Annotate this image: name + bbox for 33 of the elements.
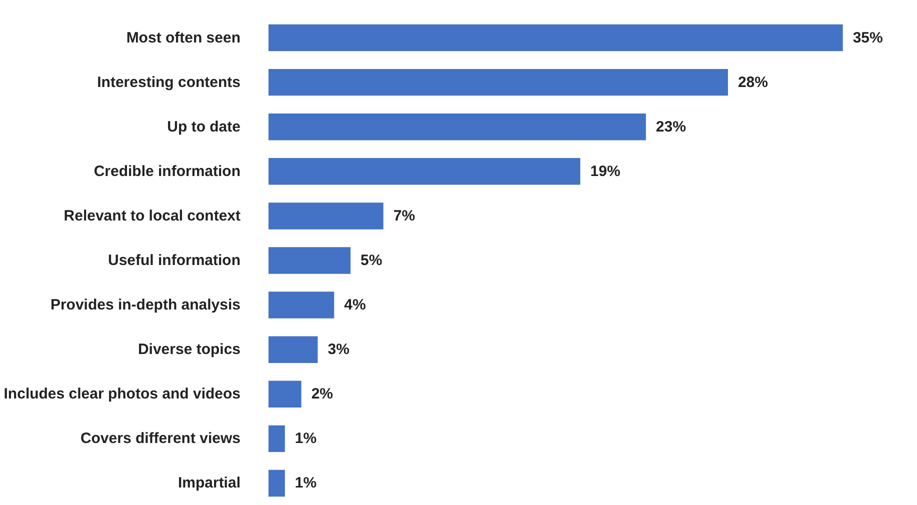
data-label: 2% (311, 386, 334, 403)
bar (268, 24, 843, 52)
y-tick-label: Relevant to local context (64, 207, 241, 224)
bar (268, 470, 285, 497)
bar (268, 158, 580, 185)
bar (268, 202, 384, 230)
bar (268, 247, 351, 274)
y-tick-label: Includes clear photos and videos (4, 386, 241, 403)
y-tick-label: Interesting contents (97, 74, 241, 91)
data-label: 1% (294, 474, 317, 492)
data-label: 23% (656, 118, 686, 136)
y-tick-label: Impartial (178, 474, 241, 492)
bar (268, 68, 728, 96)
y-tick-label: Diverse topics (138, 341, 240, 358)
bar (268, 292, 334, 318)
bar (268, 425, 285, 452)
y-tick-label: Up to date (167, 118, 241, 136)
y-tick-label: Most often seen (126, 29, 241, 46)
data-label: 1% (294, 430, 317, 448)
y-tick-label: Covers different views (80, 430, 241, 448)
data-label: 7% (393, 207, 416, 224)
data-label: 4% (344, 296, 366, 314)
data-label: 3% (328, 341, 350, 358)
y-tick-label: Useful information (108, 252, 241, 269)
data-label: 19% (590, 162, 620, 180)
bar (268, 380, 302, 408)
bar (268, 336, 318, 363)
data-label: 5% (360, 252, 382, 269)
bar (268, 114, 646, 140)
data-label: 28% (738, 74, 768, 91)
y-tick-label: Credible information (94, 162, 241, 180)
y-tick-label: Provides in-depth analysis (50, 296, 241, 314)
data-label: 35% (852, 29, 883, 46)
